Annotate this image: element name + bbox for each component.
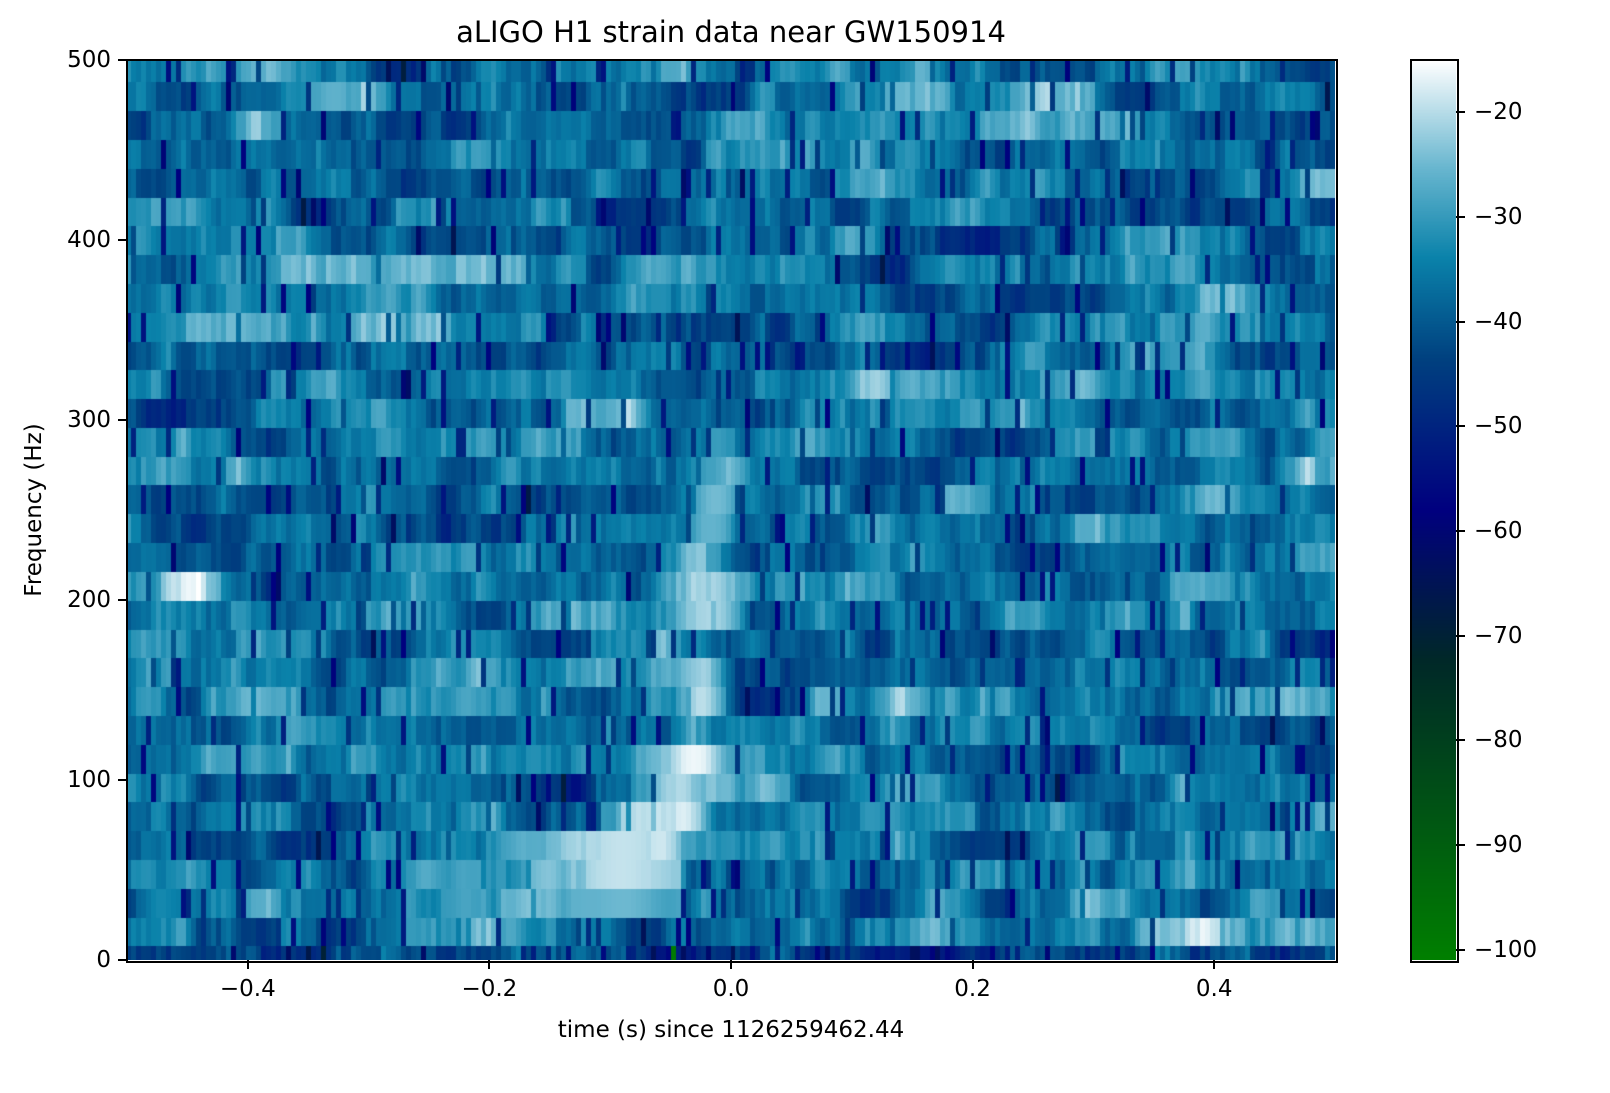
colorbar-tick-mark bbox=[1456, 739, 1465, 742]
colorbar-tick-label: −70 bbox=[1474, 622, 1523, 649]
x-axis-label: time (s) since 1126259462.44 bbox=[557, 1017, 905, 1043]
x-axis-tick-label: 0.0 bbox=[712, 976, 750, 1002]
y-axis-tick-mark bbox=[118, 599, 127, 601]
colorbar-tick-mark bbox=[1456, 425, 1465, 428]
colorbar-tick-mark bbox=[1456, 634, 1465, 637]
colorbar-gradient bbox=[1411, 60, 1456, 960]
x-axis-tick-mark bbox=[246, 960, 249, 969]
x-axis-tick-label: −0.4 bbox=[219, 976, 276, 1002]
spectrogram-heatmap bbox=[127, 60, 1335, 960]
colorbar-tick-label: −80 bbox=[1474, 727, 1523, 754]
y-axis-tick-label: 0 bbox=[96, 947, 111, 973]
colorbar-tick-mark bbox=[1456, 111, 1465, 114]
colorbar-tick-mark bbox=[1456, 948, 1465, 951]
x-axis-tick-label: 0.4 bbox=[1195, 976, 1233, 1002]
y-axis-tick-label: 400 bbox=[67, 227, 111, 253]
colorbar-tick-label: −90 bbox=[1474, 831, 1523, 858]
y-axis-tick-mark bbox=[118, 239, 127, 241]
x-axis-tick-mark bbox=[488, 960, 491, 969]
y-axis-tick-label: 300 bbox=[67, 407, 111, 433]
colorbar-tick-mark bbox=[1456, 320, 1465, 323]
colorbar-tick-mark bbox=[1456, 529, 1465, 532]
x-axis-tick-mark bbox=[730, 960, 732, 969]
y-axis-tick-mark bbox=[118, 779, 127, 781]
x-axis-tick-label: 0.2 bbox=[954, 976, 991, 1002]
x-axis-tick-label: −0.2 bbox=[461, 976, 518, 1002]
colorbar bbox=[1410, 59, 1459, 963]
y-axis-tick-mark bbox=[118, 959, 127, 961]
y-axis-tick-label: 100 bbox=[67, 767, 111, 793]
colorbar-tick-label: −50 bbox=[1474, 413, 1523, 440]
y-axis-tick-label: 200 bbox=[67, 587, 111, 613]
y-axis-tick-mark bbox=[118, 419, 127, 421]
y-axis-tick-mark bbox=[118, 59, 127, 61]
colorbar-tick-label: −100 bbox=[1474, 936, 1538, 963]
colorbar-tick-label: −30 bbox=[1474, 203, 1523, 230]
x-axis-tick-mark bbox=[971, 960, 974, 969]
colorbar-tick-label: −60 bbox=[1474, 517, 1523, 544]
x-axis-tick-mark bbox=[1213, 960, 1216, 969]
spectrogram-plot-area bbox=[126, 59, 1338, 963]
colorbar-tick-mark bbox=[1456, 843, 1465, 846]
y-axis-tick-label: 500 bbox=[67, 47, 111, 73]
y-axis-label: Frequency (Hz) bbox=[21, 423, 47, 597]
colorbar-tick-label: −40 bbox=[1474, 308, 1523, 335]
chart-title: aLIGO H1 strain data near GW150914 bbox=[456, 15, 1006, 49]
colorbar-tick-label: −20 bbox=[1474, 99, 1523, 126]
colorbar-tick-mark bbox=[1456, 215, 1465, 218]
